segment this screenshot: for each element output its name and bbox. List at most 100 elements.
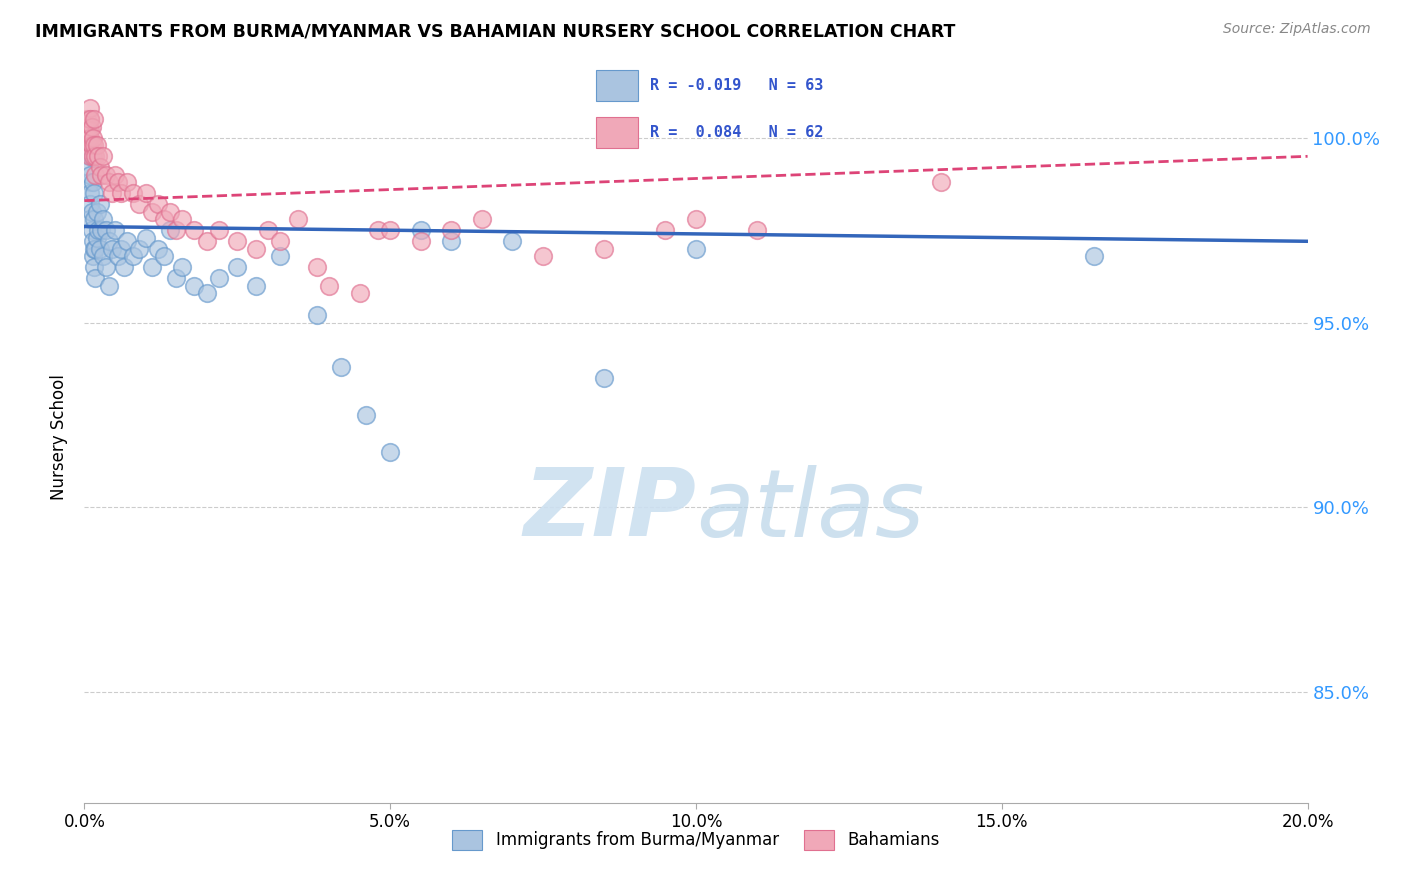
Point	[94, 260, 117, 274]
Point	[367, 223, 389, 237]
Point	[76, 112, 98, 127]
Point	[79, 197, 101, 211]
Bar	[596, 70, 638, 101]
Point	[76, 138, 98, 153]
Point	[84, 168, 107, 182]
Point	[101, 242, 124, 256]
Point	[77, 161, 100, 175]
Point	[226, 235, 249, 249]
Point	[82, 131, 104, 145]
Point	[82, 235, 104, 249]
Point	[269, 235, 291, 249]
Point	[89, 161, 111, 175]
Point	[380, 445, 402, 459]
Point	[91, 249, 114, 263]
Point	[1083, 249, 1105, 263]
Point	[77, 138, 100, 153]
Point	[153, 249, 176, 263]
Point	[94, 223, 117, 237]
Point	[349, 285, 371, 300]
Point	[257, 223, 280, 237]
Point	[440, 223, 463, 237]
Point	[128, 197, 150, 211]
Point	[77, 120, 100, 134]
Text: Source: ZipAtlas.com: Source: ZipAtlas.com	[1223, 22, 1371, 37]
Point	[409, 223, 432, 237]
Point	[101, 186, 124, 201]
Point	[84, 149, 107, 163]
Point	[79, 123, 101, 137]
Y-axis label: Nursery School: Nursery School	[51, 374, 69, 500]
Point	[83, 138, 105, 153]
Point	[77, 149, 100, 163]
Point	[153, 212, 176, 227]
Point	[79, 168, 101, 182]
Point	[305, 308, 328, 322]
Point	[287, 212, 309, 227]
Point	[195, 235, 218, 249]
Point	[165, 223, 187, 237]
Point	[183, 223, 205, 237]
Point	[305, 260, 328, 274]
Point	[110, 186, 132, 201]
Point	[380, 223, 402, 237]
Legend: Immigrants from Burma/Myanmar, Bahamians: Immigrants from Burma/Myanmar, Bahamians	[446, 823, 946, 856]
Point	[269, 249, 291, 263]
Point	[84, 271, 107, 285]
Text: atlas: atlas	[696, 465, 924, 556]
Text: ZIP: ZIP	[523, 464, 696, 557]
Point	[159, 223, 181, 237]
Point	[83, 212, 105, 227]
Point	[79, 212, 101, 227]
Point	[79, 101, 101, 115]
Point	[80, 204, 103, 219]
Point	[90, 223, 112, 237]
Point	[97, 235, 120, 249]
Point	[80, 149, 103, 163]
Point	[79, 186, 101, 201]
Point	[94, 168, 117, 182]
Point	[685, 212, 707, 227]
Point	[226, 260, 249, 274]
Point	[107, 175, 129, 189]
Point	[165, 271, 187, 285]
Point	[104, 223, 127, 237]
Point	[685, 242, 707, 256]
Point	[86, 138, 108, 153]
Point	[83, 260, 105, 274]
Point	[318, 278, 340, 293]
Point	[110, 242, 132, 256]
Point	[83, 186, 105, 201]
Point	[245, 242, 267, 256]
Bar	[596, 118, 638, 148]
Point	[208, 223, 231, 237]
Point	[77, 123, 100, 137]
Point	[183, 278, 205, 293]
Point	[80, 138, 103, 153]
Point	[90, 168, 112, 182]
Point	[593, 242, 616, 256]
Text: R = -0.019   N = 63: R = -0.019 N = 63	[650, 78, 824, 93]
Point	[79, 149, 101, 163]
Point	[115, 175, 138, 189]
Point	[104, 168, 127, 182]
Point	[87, 223, 110, 237]
Point	[330, 359, 353, 374]
Point	[80, 120, 103, 134]
Point	[245, 278, 267, 293]
Point	[141, 204, 163, 219]
Point	[593, 371, 616, 385]
Point	[128, 242, 150, 256]
Point	[122, 249, 145, 263]
Point	[82, 175, 104, 189]
Point	[141, 260, 163, 274]
Point	[84, 242, 107, 256]
Point	[77, 131, 100, 145]
Point	[91, 212, 114, 227]
Point	[87, 149, 110, 163]
Point	[83, 112, 105, 127]
Point	[531, 249, 554, 263]
Point	[354, 408, 377, 422]
Point	[747, 223, 769, 237]
Point	[122, 186, 145, 201]
